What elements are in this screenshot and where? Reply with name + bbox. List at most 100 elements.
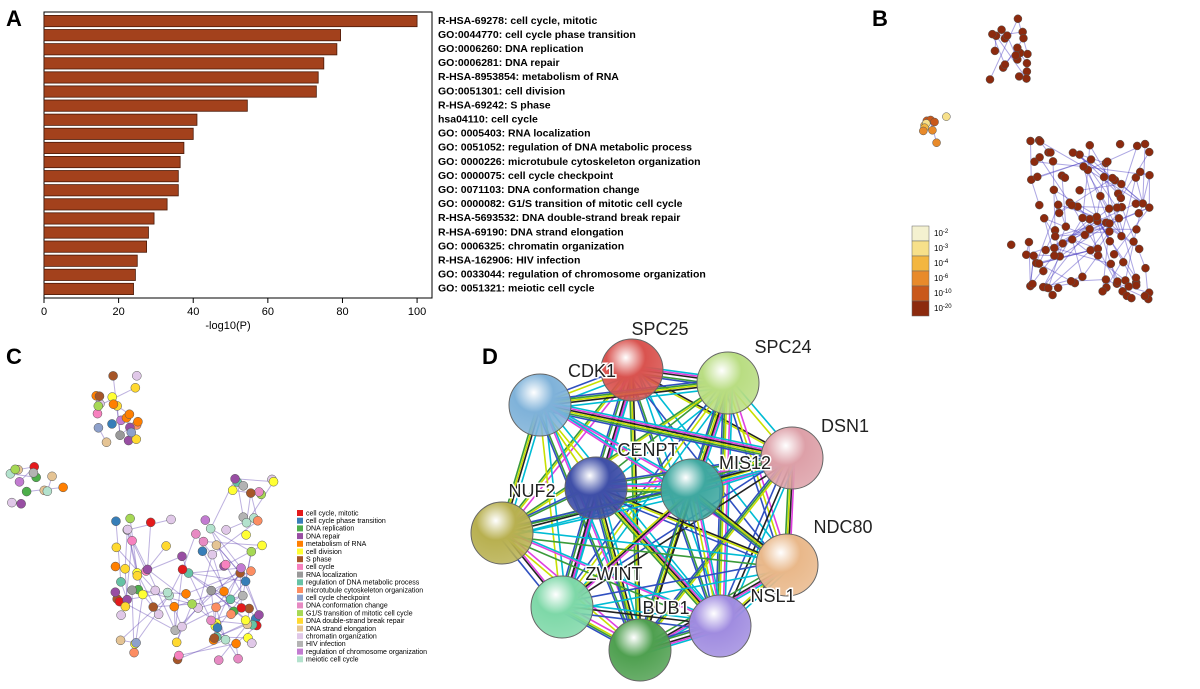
node	[220, 634, 231, 645]
legend-exponent: -4	[943, 259, 949, 265]
edge	[182, 533, 197, 570]
node	[257, 540, 267, 551]
node	[138, 589, 148, 600]
node	[1048, 157, 1058, 166]
node	[928, 126, 937, 135]
edge	[1039, 141, 1084, 168]
node	[127, 535, 137, 546]
edge	[225, 564, 244, 596]
node	[241, 517, 252, 528]
legend-swatch	[911, 225, 930, 242]
edge	[127, 592, 168, 601]
x-tick-label: 60	[262, 306, 274, 318]
node	[1041, 245, 1050, 255]
node	[1145, 147, 1154, 157]
node	[990, 46, 1000, 56]
node	[115, 430, 125, 440]
node	[1013, 43, 1022, 53]
protein-node	[530, 575, 594, 639]
node	[236, 563, 246, 573]
bar	[43, 57, 325, 70]
edge	[188, 572, 246, 582]
node	[254, 487, 264, 497]
node	[58, 482, 68, 493]
edge	[1135, 177, 1144, 204]
node	[932, 138, 941, 147]
bar	[43, 127, 194, 140]
edge	[124, 529, 128, 569]
edge	[240, 567, 260, 616]
category-label: R-HSA-162906: HIV infection	[438, 255, 580, 267]
edge	[538, 408, 792, 464]
legend-label: 10-4	[934, 259, 949, 269]
legend-base: 10	[934, 244, 943, 253]
category-label: GO: 0000082: G1/S transition of mitotic …	[438, 198, 683, 210]
protein-node	[564, 456, 628, 520]
node	[1135, 167, 1145, 177]
node	[1013, 14, 1023, 24]
node	[10, 464, 20, 475]
x-tick-label: 100	[408, 306, 426, 318]
category-label: R-HSA-69242: S phase	[438, 99, 551, 111]
node	[145, 517, 156, 528]
edge	[1096, 162, 1107, 217]
node	[124, 409, 135, 419]
node	[1053, 283, 1063, 293]
bar	[43, 99, 248, 112]
node	[14, 477, 25, 487]
legend-swatch	[297, 571, 303, 578]
edge	[223, 544, 263, 567]
legend-label: cell division	[306, 549, 342, 556]
node	[94, 391, 105, 401]
edge	[1004, 37, 1024, 65]
category-label: R-HSA-69190: DNA strand elongation	[438, 226, 624, 238]
bar	[43, 170, 179, 183]
node	[1006, 240, 1016, 250]
edge	[503, 528, 723, 623]
node	[1050, 243, 1059, 253]
node	[1116, 193, 1126, 203]
edge	[134, 595, 170, 645]
node	[1034, 259, 1044, 268]
legend-label: cell cycle	[306, 564, 335, 571]
legend-swatch	[911, 255, 930, 272]
node	[1131, 173, 1141, 182]
node	[1035, 153, 1044, 162]
legend-swatch	[297, 594, 303, 601]
edge	[177, 639, 226, 660]
node	[1119, 257, 1128, 267]
edge	[539, 406, 792, 462]
legend-exponent: -6	[943, 274, 949, 280]
node	[125, 513, 135, 524]
edge	[1118, 218, 1137, 278]
edge	[562, 458, 793, 609]
edge	[1071, 239, 1083, 277]
legend-exponent: -3	[943, 244, 949, 250]
node	[1105, 237, 1115, 246]
edge	[1054, 247, 1111, 265]
network-c	[5, 371, 279, 665]
node	[1022, 67, 1032, 76]
edge	[1037, 159, 1092, 178]
node-label: NDC80	[813, 517, 872, 537]
protein-node	[760, 426, 824, 490]
node	[1061, 222, 1071, 231]
edge	[1120, 177, 1137, 237]
node	[1141, 263, 1150, 273]
category-label: GO: 0005403: RNA localization	[438, 128, 591, 140]
category-label: GO: 0051052: regulation of DNA metabolic…	[438, 142, 692, 154]
edge	[174, 590, 225, 608]
legend-label: cell cycle, mitotic	[306, 510, 359, 517]
legend-label: 10-2	[934, 229, 949, 239]
node	[1124, 282, 1133, 291]
node-label: CDK1	[568, 361, 616, 381]
edge	[500, 380, 727, 532]
legend-label: DNA strand elongation	[306, 626, 376, 633]
legend-label: 10-6	[934, 274, 949, 284]
node	[126, 427, 137, 438]
node-label: CENPT	[617, 440, 678, 460]
node	[1085, 140, 1095, 150]
category-label: GO:0006260: DNA replication	[438, 43, 584, 55]
node	[166, 514, 176, 525]
